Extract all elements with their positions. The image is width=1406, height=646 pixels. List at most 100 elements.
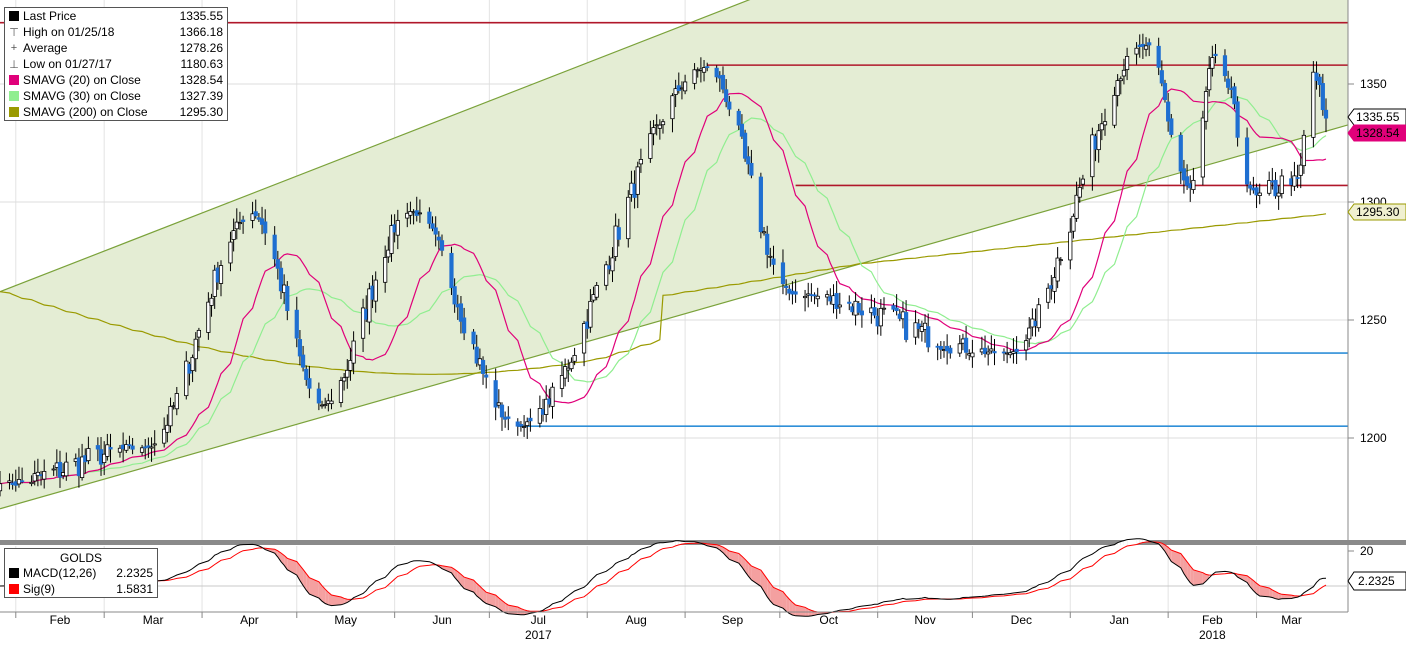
price-tag: [1347, 124, 1406, 142]
legend-label: SMAVG (20) on Close: [23, 73, 141, 87]
macd-fill: [1127, 538, 1137, 546]
candle-body: [427, 211, 432, 224]
legend-value: 1366.18: [179, 25, 223, 39]
candle-body: [758, 176, 763, 233]
candle-body: [351, 340, 356, 364]
candle-body: [1159, 70, 1164, 84]
candle-body: [847, 301, 852, 304]
candle-body: [1090, 134, 1095, 178]
candle-body: [815, 295, 820, 300]
macd-fill: [366, 586, 370, 597]
candle-body: [1232, 86, 1237, 105]
legend-swatch-icon: [9, 568, 19, 578]
macd-fill: [1187, 561, 1191, 583]
macd-fill: [325, 589, 329, 605]
candle-body: [51, 468, 56, 471]
price-tags: 1335.55 1328.54 1295.30 2.2325: [1347, 108, 1406, 591]
candle-body: [970, 352, 975, 358]
month-label: Apr: [240, 613, 259, 627]
macd-fill: [1253, 580, 1257, 594]
candle-body: [559, 375, 565, 389]
candle-body: [433, 227, 438, 235]
macd-fill: [628, 555, 632, 570]
candle-body: [484, 374, 489, 378]
month-label: Feb: [50, 613, 71, 627]
macd-fill: [483, 589, 487, 604]
legend-value: 1335.55: [179, 9, 223, 23]
candle-body: [253, 211, 258, 217]
candle-body: [237, 222, 243, 225]
candle-body: [1169, 118, 1174, 135]
candle-body: [714, 67, 719, 78]
candle-body: [938, 346, 943, 350]
macd-fill: [764, 574, 768, 597]
candle-body: [42, 471, 47, 480]
candle-body: [563, 366, 568, 379]
legend-row: SMAVG (200) on Close 1295.30: [5, 104, 227, 120]
macd-fill: [1057, 573, 1061, 583]
macd-fill: [656, 542, 660, 552]
macd-fill: [1206, 574, 1210, 582]
candle-body: [812, 294, 817, 297]
macd-fill: [1237, 574, 1248, 583]
candle-body: [439, 240, 445, 251]
candle-body: [278, 267, 284, 292]
candle-body: [566, 367, 571, 371]
macd-fill: [274, 549, 278, 558]
candle-body: [130, 445, 135, 450]
legend-label: Low on 01/27/17: [23, 57, 112, 71]
macd-fill: [1164, 544, 1169, 557]
candle-body: [1276, 192, 1281, 197]
macd-fill: [221, 549, 231, 561]
sma30-line: [0, 95, 1327, 485]
macd-fill: [410, 560, 414, 572]
candle-body: [1147, 42, 1152, 46]
candle-body: [367, 288, 372, 323]
candle-body: [1156, 45, 1161, 68]
candle-body: [856, 303, 861, 313]
macd-fill: [767, 578, 771, 601]
candle-body: [1068, 231, 1073, 261]
candle-body: [705, 66, 710, 69]
macd-fill: [590, 577, 594, 592]
macd-fill: [397, 563, 408, 577]
candle-body: [1121, 69, 1127, 77]
low-marker-icon: ⊥: [9, 58, 19, 71]
macd-fill: [230, 547, 234, 559]
price-tag-label: 1328.54: [1356, 126, 1400, 140]
candle-body: [275, 259, 280, 269]
macd-fill: [571, 590, 575, 602]
legend-value: 1327.39: [179, 89, 223, 103]
candle-body: [458, 303, 464, 322]
macd-legend: GOLDS MACD(12,26) 2.2325 Sig(9) 1.5831: [4, 548, 158, 598]
candle-body: [1014, 348, 1019, 352]
candle-body: [673, 88, 678, 95]
candle-body: [461, 317, 467, 334]
macd-fill: [568, 593, 572, 604]
macd-fill: [606, 569, 610, 584]
legend-row: ⊤ High on 01/25/18 1366.18: [5, 24, 227, 40]
legend-swatch-icon: [9, 75, 19, 85]
candle-body: [1011, 351, 1016, 354]
candle-body: [1115, 80, 1120, 96]
macd-fill: [612, 563, 616, 578]
candle-body: [604, 264, 609, 286]
legend-row: ⊥ Low on 01/27/17 1180.63: [5, 56, 227, 72]
macd-fill: [675, 540, 679, 546]
candle-body: [793, 291, 798, 295]
macd-fill: [429, 561, 433, 566]
candle-body: [139, 447, 145, 453]
candle-body: [1166, 101, 1171, 122]
macd-fill: [1105, 544, 1115, 556]
candle-body: [825, 294, 830, 298]
y-tick-label: 1250: [1360, 313, 1387, 327]
candle-body: [57, 461, 63, 478]
candle-body: [859, 310, 865, 316]
candle-body: [1200, 117, 1205, 178]
macd-fill: [176, 571, 187, 579]
pane-divider[interactable]: [0, 540, 1406, 545]
macd-fill: [1161, 543, 1165, 552]
channel-fill: [0, 0, 1348, 509]
candle-body: [32, 473, 37, 482]
macd-fill: [1114, 542, 1118, 554]
